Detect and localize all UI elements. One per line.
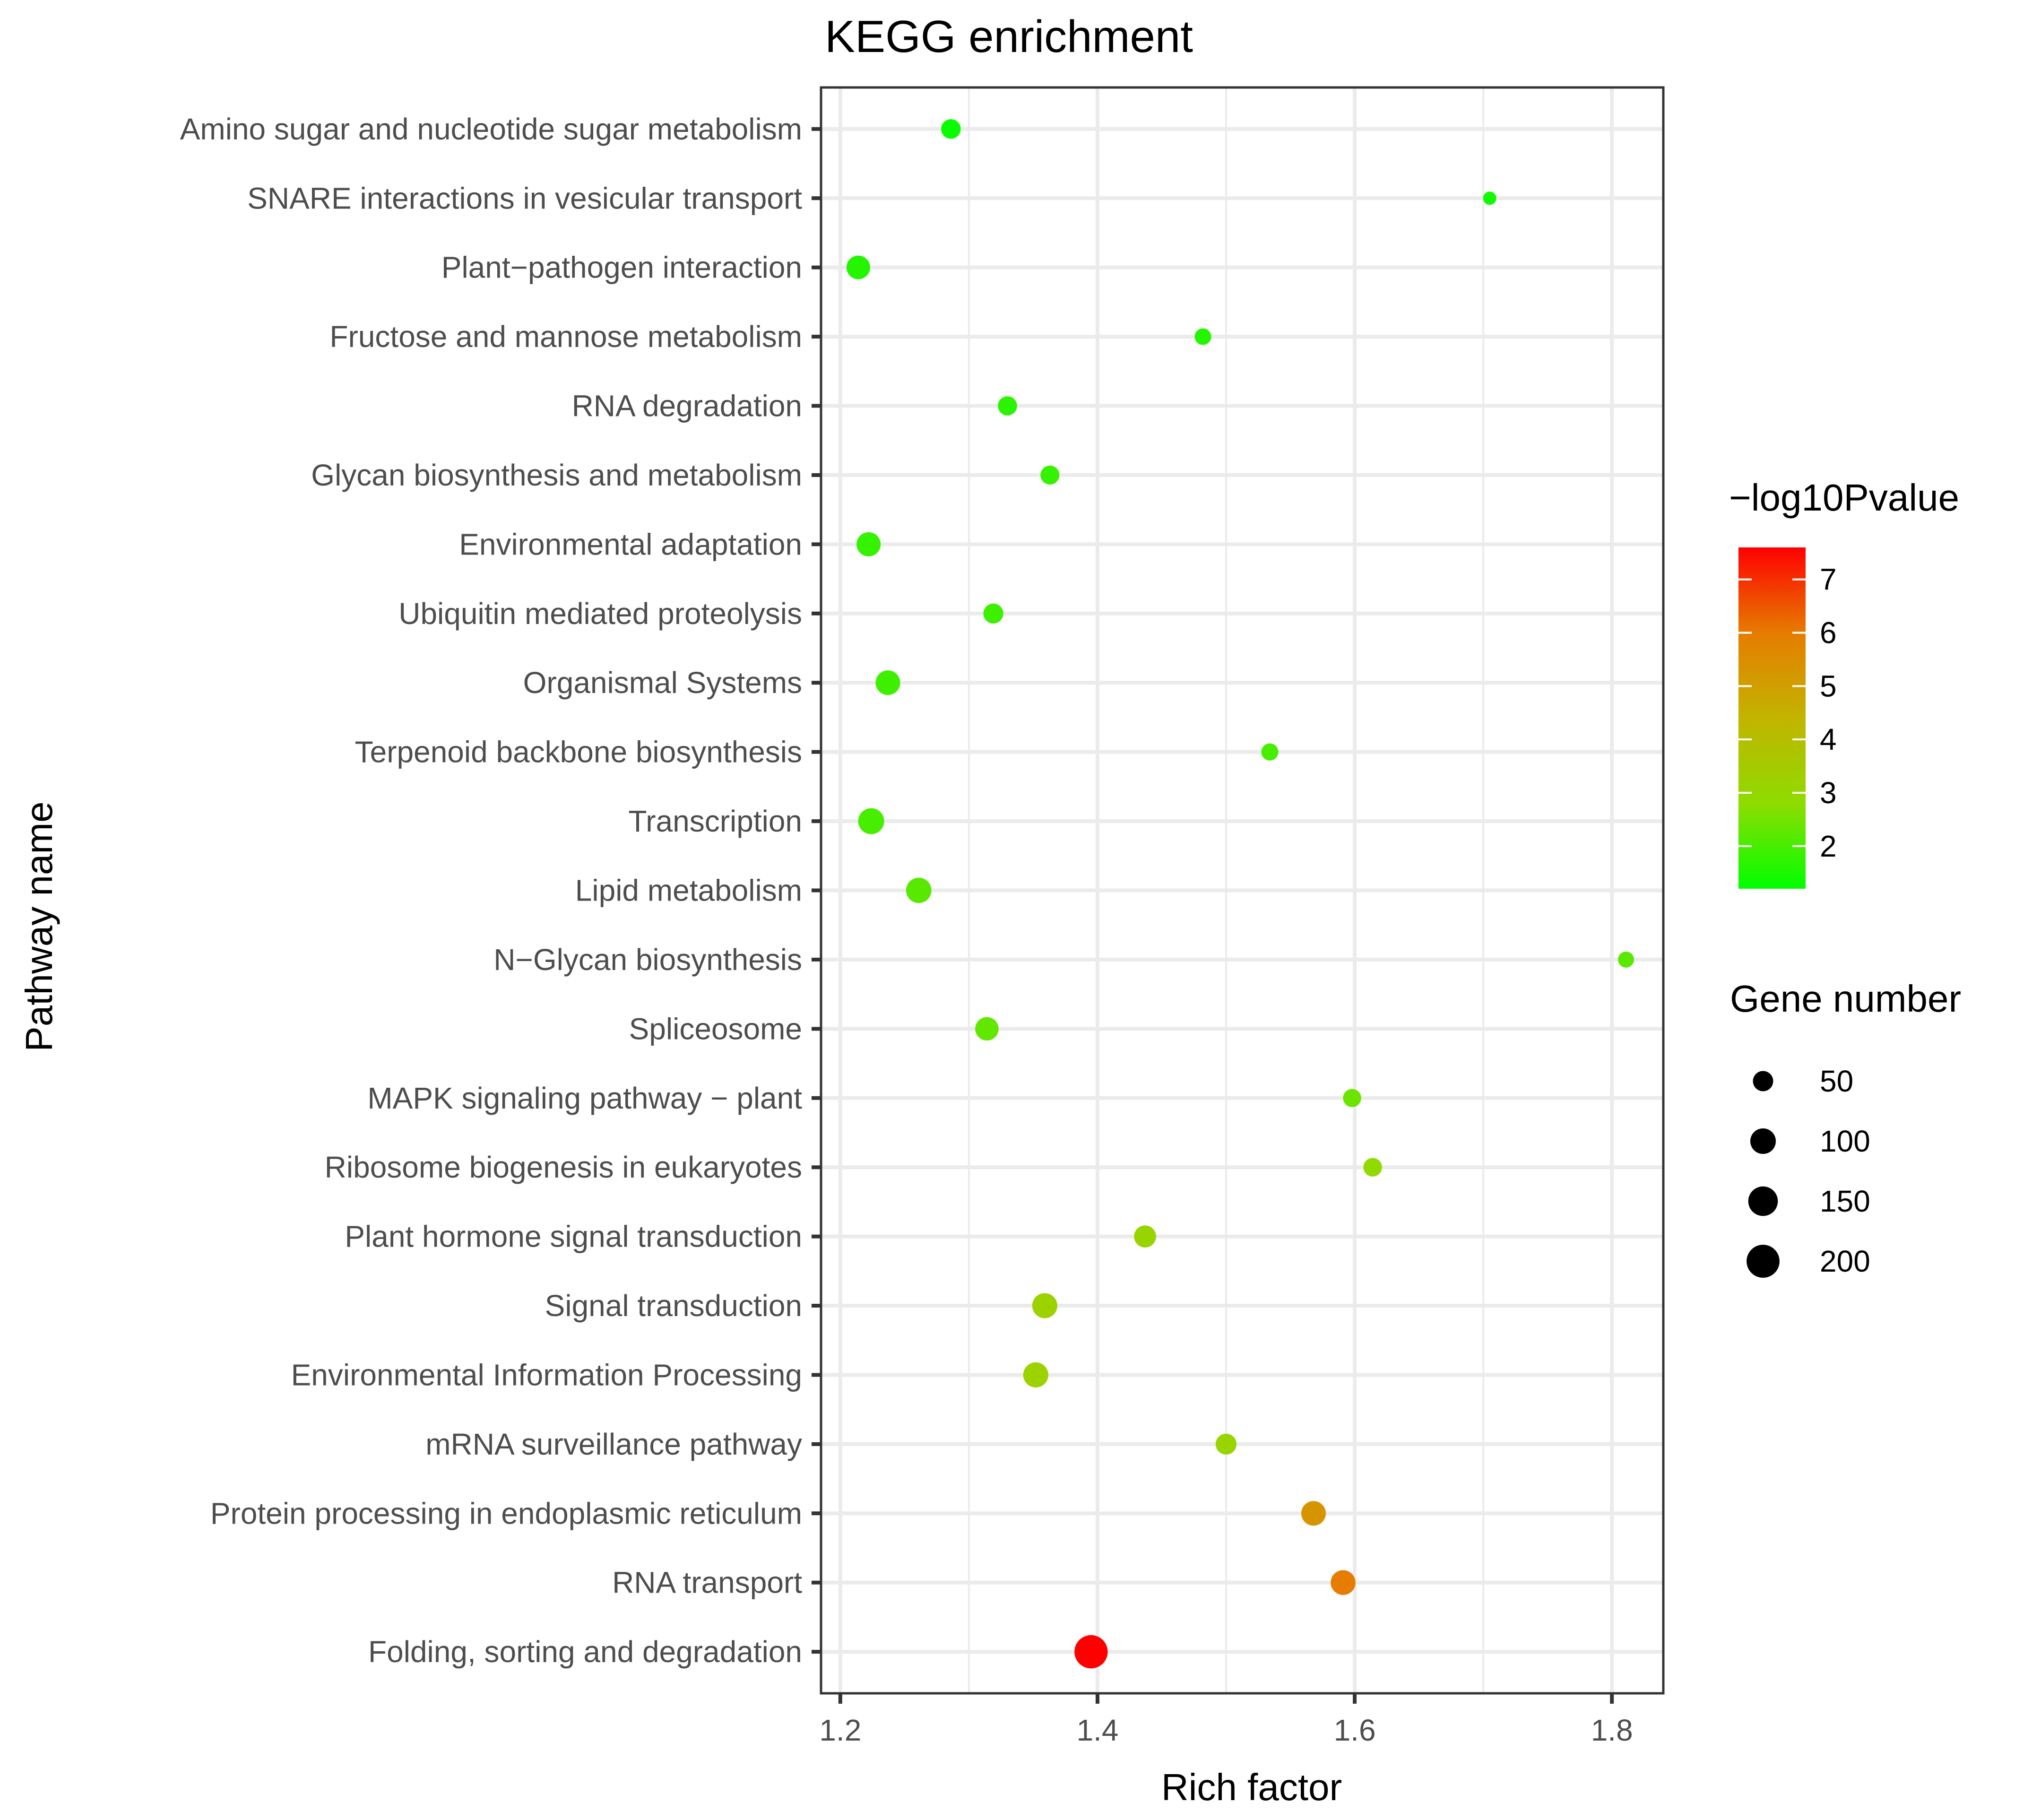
data-point [858, 808, 884, 834]
colorbar-tick-label: 5 [1820, 669, 1837, 703]
size-legend-key [1748, 1186, 1778, 1216]
y-tick-label: Organismal Systems [523, 666, 802, 700]
data-point [846, 255, 870, 279]
data-point [1343, 1089, 1361, 1108]
data-point [1331, 1570, 1356, 1595]
x-axis-title: Rich factor [1161, 1766, 1342, 1808]
y-tick-label: Environmental Information Processing [291, 1358, 802, 1392]
color-legend: −log10Pvalue 2 3 4 5 6 7 [1729, 477, 1959, 889]
colorbar-tick-label: 6 [1820, 616, 1837, 650]
x-tick-label: 1.8 [1591, 1713, 1633, 1747]
data-point [1261, 743, 1279, 761]
data-point [1363, 1158, 1382, 1177]
y-tick-label: Glycan biosynthesis and metabolism [311, 458, 802, 492]
colorbar-tick-label: 2 [1820, 829, 1837, 863]
y-axis-title: Pathway name [18, 801, 60, 1051]
x-tick-label: 1.2 [819, 1713, 861, 1747]
y-tick-label: Terpenoid backbone biosynthesis [355, 735, 802, 769]
color-legend-title: −log10Pvalue [1729, 477, 1959, 519]
data-point [1483, 191, 1496, 205]
y-tick-label: SNARE interactions in vesicular transpor… [247, 181, 802, 215]
size-legend-label: 150 [1820, 1184, 1870, 1218]
data-point [975, 1017, 999, 1041]
plot-panel [820, 86, 1665, 1695]
data-point [906, 877, 932, 903]
y-tick-label: Protein processing in endoplasmic reticu… [210, 1496, 802, 1530]
size-legend-key [1750, 1128, 1776, 1154]
y-tick-label: Environmental adaptation [459, 527, 802, 561]
size-legend-label: 200 [1820, 1244, 1870, 1278]
data-point [1032, 1293, 1057, 1318]
size-legend-key [1753, 1071, 1773, 1092]
size-legend-label: 100 [1820, 1124, 1870, 1158]
y-tick-label: Transcription [628, 804, 802, 838]
y-tick-label: Ubiquitin mediated proteolysis [398, 597, 802, 631]
colorbar-tick-label: 7 [1820, 563, 1837, 597]
data-point [1040, 465, 1060, 485]
data-point [875, 670, 900, 695]
data-point [1023, 1362, 1048, 1388]
y-tick-label: Signal transduction [545, 1289, 802, 1323]
chart-title: KEGG enrichment [825, 11, 1193, 62]
y-tick-label: Plant−pathogen interaction [441, 251, 802, 285]
y-tick-label: RNA transport [612, 1566, 802, 1600]
size-legend-title: Gene number [1730, 978, 1961, 1020]
data-point [856, 532, 881, 556]
y-tick-label: N−Glycan biosynthesis [493, 943, 802, 977]
x-tick-label: 1.4 [1076, 1713, 1118, 1747]
y-tick-label: MAPK signaling pathway − plant [367, 1081, 802, 1115]
y-tick-label: Folding, sorting and degradation [368, 1635, 802, 1669]
y-tick-label: Ribosome biogenesis in eukaryotes [325, 1150, 802, 1184]
x-axis: 1.2 1.4 1.6 1.8 [819, 1693, 1633, 1747]
data-point [998, 396, 1017, 416]
size-legend: Gene number 50 100 150 200 [1730, 978, 1961, 1278]
y-tick-label: Amino sugar and nucleotide sugar metabol… [180, 112, 802, 146]
data-point [1215, 1433, 1237, 1455]
size-legend-label: 50 [1820, 1064, 1853, 1098]
y-tick-label: Spliceosome [629, 1012, 802, 1046]
y-tick-label: mRNA surveillance pathway [425, 1427, 802, 1461]
colorbar-tick-label: 3 [1820, 776, 1837, 810]
data-point [1074, 1635, 1108, 1669]
size-legend-key [1747, 1245, 1780, 1278]
data-point [983, 603, 1003, 624]
y-tick-label: Lipid metabolism [575, 874, 802, 908]
x-tick-label: 1.6 [1334, 1713, 1376, 1747]
data-point [1618, 951, 1634, 968]
colorbar-tick-label: 4 [1820, 722, 1837, 756]
data-point [941, 119, 961, 139]
data-point [1134, 1225, 1156, 1248]
y-tick-label: RNA degradation [572, 389, 802, 423]
y-tick-label: Plant hormone signal transduction [345, 1220, 802, 1254]
data-point [1301, 1501, 1326, 1526]
data-point [1194, 328, 1211, 345]
colorbar [1738, 547, 1806, 889]
y-axis: Amino sugar and nucleotide sugar metabol… [180, 112, 821, 1669]
y-tick-label: Fructose and mannose metabolism [329, 320, 802, 354]
